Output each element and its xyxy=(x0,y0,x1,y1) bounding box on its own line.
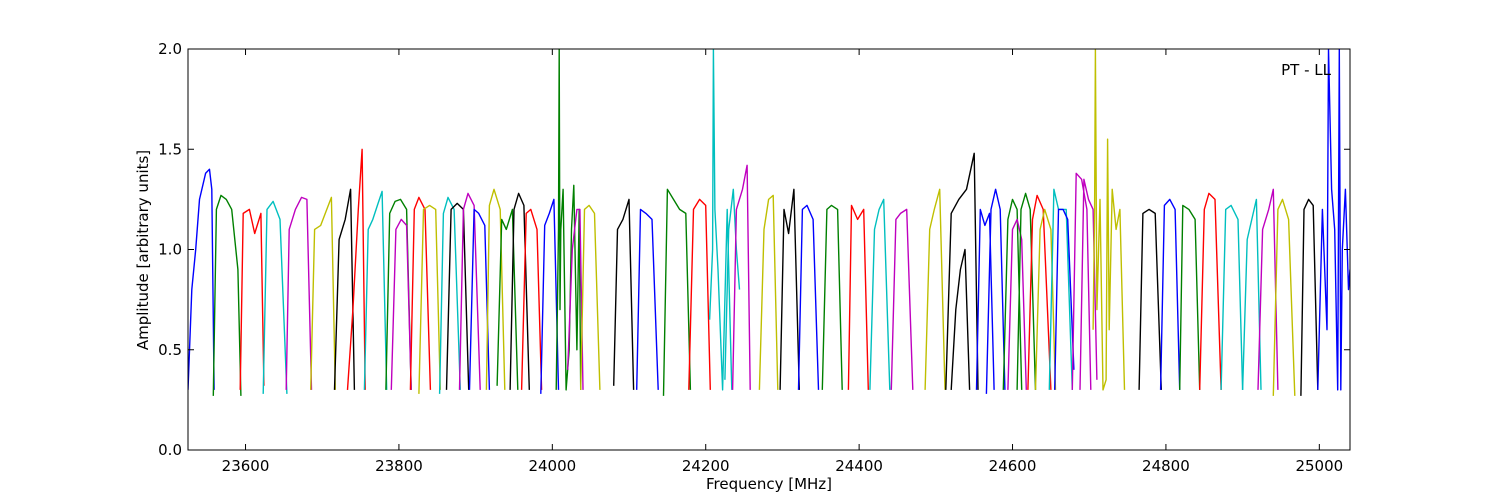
x-tick-label-7: 25000 xyxy=(1295,457,1343,475)
series-line-25 xyxy=(613,198,635,390)
series-line-51 xyxy=(1071,172,1092,390)
series-line-24 xyxy=(580,204,601,390)
series-line-1 xyxy=(212,194,242,396)
y-axis: 0.0 0.5 1.0 1.5 2.0 xyxy=(158,40,1350,459)
x-axis: 23600 23800 24000 24200 24400 24600 24800 25000 xyxy=(222,49,1343,475)
series-line-57 xyxy=(1199,192,1222,390)
series-line-30 xyxy=(724,188,741,380)
series-line-42 xyxy=(975,208,995,390)
series-line-12 xyxy=(418,204,441,394)
series-line-56 xyxy=(1179,204,1201,390)
y-tick-label-1: 0.5 xyxy=(158,341,182,359)
x-tick-label-3: 24200 xyxy=(682,457,730,475)
series-line-35 xyxy=(821,204,843,390)
series-line-61 xyxy=(1272,198,1296,396)
series-line-23 xyxy=(567,208,584,390)
series-line-40 xyxy=(945,152,979,390)
series-line-45 xyxy=(1007,218,1027,390)
series-line-38 xyxy=(890,208,914,390)
series-line-16 xyxy=(468,208,491,390)
series-line-21 xyxy=(540,198,560,394)
x-tick-label-6: 24800 xyxy=(1142,457,1190,475)
series-line-62 xyxy=(1300,198,1319,396)
x-tick-label-2: 24000 xyxy=(528,457,576,475)
series-line-5 xyxy=(310,196,336,390)
series-line-8 xyxy=(363,190,388,390)
series-line-13 xyxy=(438,196,461,394)
series-line-2 xyxy=(239,208,265,390)
x-tick-label-0: 23600 xyxy=(222,457,270,475)
series-line-27 xyxy=(662,188,692,396)
series-line-28 xyxy=(688,198,711,390)
series-line-4 xyxy=(285,196,313,390)
series-line-34 xyxy=(797,204,820,390)
series-line-17 xyxy=(485,188,506,390)
series-line-37 xyxy=(869,198,891,390)
series-line-58 xyxy=(1220,204,1244,390)
x-tick-label-5: 24600 xyxy=(989,457,1037,475)
plot-annotation: PT - LL xyxy=(1281,61,1332,79)
y-tick-label-2: 1.0 xyxy=(158,241,182,259)
x-axis-label: Frequency [MHz] xyxy=(706,475,832,493)
series-line-31 xyxy=(731,164,751,390)
series-line-47 xyxy=(1027,194,1052,390)
x-tick-label-4: 24400 xyxy=(835,457,883,475)
series-line-6 xyxy=(333,188,356,390)
series-line-44 xyxy=(1002,198,1023,390)
series-line-43 xyxy=(985,188,1006,394)
series-line-33 xyxy=(779,188,800,390)
series-line-46 xyxy=(1016,192,1037,390)
series-line-19 xyxy=(509,192,530,390)
series-line-11 xyxy=(409,196,432,390)
series-line-36 xyxy=(847,204,869,390)
series-line-10 xyxy=(390,218,412,390)
series-line-18 xyxy=(496,208,519,390)
y-axis-label: Amplitude [arbitrary units] xyxy=(134,150,152,350)
series-line-54 xyxy=(1138,208,1162,390)
y-tick-label-4: 2.0 xyxy=(158,40,182,58)
x-tick-label-1: 23800 xyxy=(375,457,423,475)
series-line-41 xyxy=(950,248,971,390)
series-line-29 xyxy=(708,49,733,391)
series-line-0 xyxy=(188,168,215,390)
series-line-14 xyxy=(445,202,470,390)
series-line-3 xyxy=(262,200,288,394)
series-line-22 xyxy=(555,49,582,391)
series-line-39 xyxy=(924,188,946,390)
series-line-59 xyxy=(1241,198,1262,390)
series-line-53 xyxy=(1092,49,1126,391)
series-line-7 xyxy=(346,148,366,390)
series-line-50 xyxy=(1054,208,1075,390)
series-line-32 xyxy=(758,194,779,390)
series-line-15 xyxy=(458,192,481,390)
series-line-55 xyxy=(1159,198,1181,390)
series-line-20 xyxy=(520,208,543,390)
series-line-26 xyxy=(636,208,659,390)
series-layer xyxy=(188,49,1350,396)
series-line-60 xyxy=(1257,188,1279,390)
y-tick-label-0: 0.0 xyxy=(158,441,182,459)
series-line-63 xyxy=(1317,49,1350,391)
y-tick-label-3: 1.5 xyxy=(158,140,182,158)
